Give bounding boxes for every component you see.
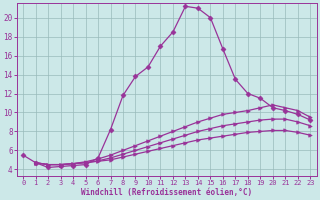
X-axis label: Windchill (Refroidissement éolien,°C): Windchill (Refroidissement éolien,°C): [81, 188, 252, 197]
